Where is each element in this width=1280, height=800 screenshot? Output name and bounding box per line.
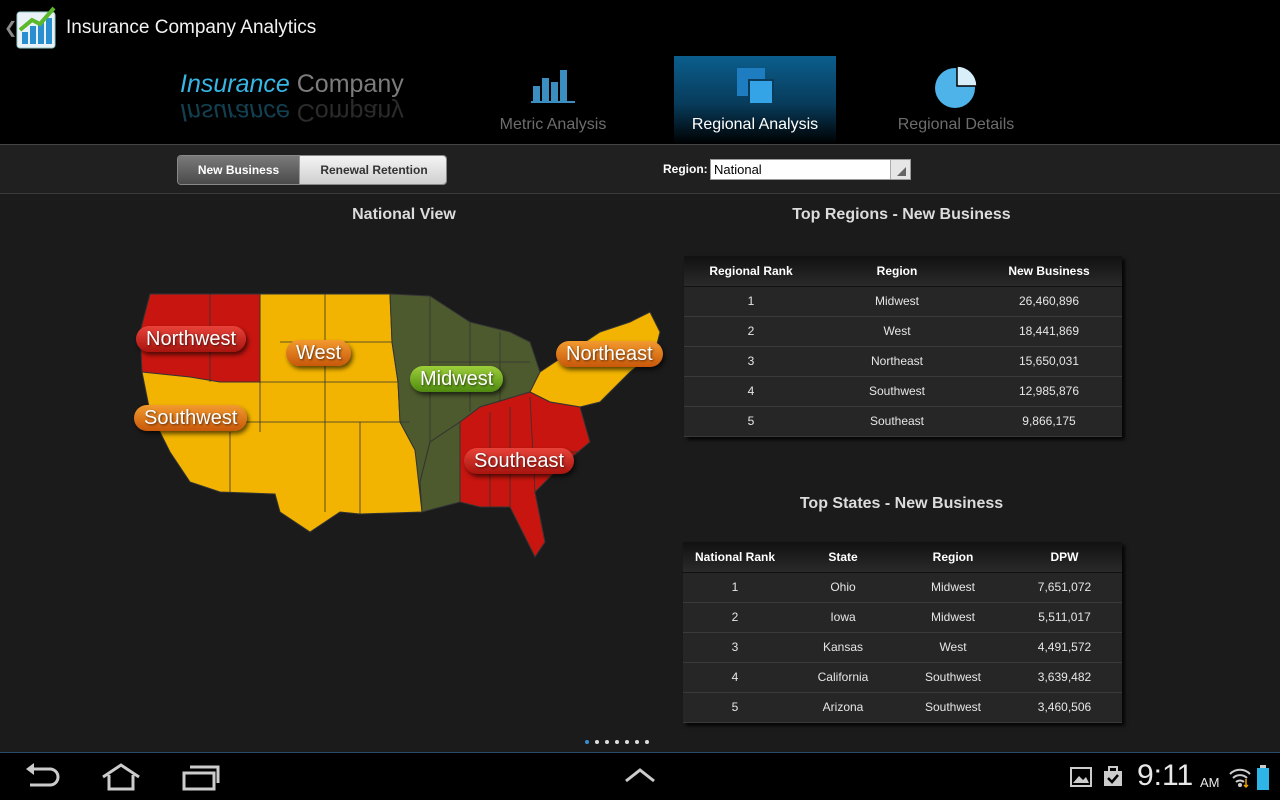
region-label-northeast[interactable]: Northeast bbox=[556, 341, 663, 367]
main-content: National View Northwest West Midwest Nor… bbox=[0, 194, 1280, 752]
region-label: Region: bbox=[663, 162, 708, 176]
top-regions-title: Top Regions - New Business bbox=[792, 206, 1011, 223]
table-row[interactable]: 3 Kansas West 4,491,572 bbox=[683, 631, 1122, 663]
page-dot[interactable] bbox=[605, 740, 609, 744]
gallery-notification-icon[interactable] bbox=[1070, 767, 1092, 787]
status-clock: 9:11 bbox=[1137, 759, 1194, 792]
status-ampm: AM bbox=[1200, 775, 1220, 790]
region-label-midwest[interactable]: Midwest bbox=[410, 366, 504, 392]
dropdown-arrow-icon[interactable] bbox=[890, 160, 910, 179]
system-bar: 9:11 AM bbox=[0, 752, 1280, 800]
recent-apps-icon[interactable] bbox=[182, 763, 220, 791]
app-title: Insurance Company Analytics bbox=[66, 17, 317, 38]
column-header: Regional Rank bbox=[684, 256, 818, 286]
company-logo: Insurance Company Insurance Company bbox=[180, 70, 410, 140]
top-states-table: National Rank State Region DPW 1 Ohio Midw… bbox=[683, 542, 1122, 723]
nav-header: Insurance Company Insurance Company Metr… bbox=[0, 56, 1280, 144]
table-row[interactable]: 3 Northeast 15,650,031 bbox=[684, 345, 1122, 377]
wifi-icon bbox=[1229, 768, 1251, 789]
back-icon[interactable] bbox=[22, 763, 62, 791]
region-dropdown[interactable]: National bbox=[710, 159, 911, 180]
region-label-northwest[interactable]: Northwest bbox=[136, 326, 247, 352]
action-bar: ❮ Insurance Company Analytics bbox=[0, 0, 1280, 56]
filter-toolbar: New Business Renewal Retention Region: N… bbox=[0, 144, 1280, 194]
region-label-southeast[interactable]: Southeast bbox=[464, 448, 575, 474]
top-regions-table: Regional Rank Region New Business 1 Midwe… bbox=[684, 256, 1122, 437]
map-area-southeast bbox=[459, 391, 591, 558]
region-label-southwest[interactable]: Southwest bbox=[134, 405, 248, 431]
top-states-title: Top States - New Business bbox=[799, 495, 1004, 512]
renewal-retention-segment[interactable]: Renewal Retention bbox=[300, 156, 446, 184]
task-done-icon[interactable] bbox=[1102, 765, 1124, 787]
region-dropdown-value: National bbox=[714, 162, 762, 177]
table-row[interactable]: 5 Southeast 9,866,175 bbox=[684, 405, 1122, 437]
pie-chart-icon bbox=[935, 65, 978, 108]
tab-metric-analysis[interactable]: Metric Analysis bbox=[472, 56, 634, 144]
tab-label: Metric Analysis bbox=[499, 116, 607, 133]
new-business-segment[interactable]: New Business bbox=[178, 156, 300, 184]
logo-word-company: Company bbox=[296, 70, 404, 98]
page-dot[interactable] bbox=[645, 740, 649, 744]
column-header: National Rank bbox=[683, 542, 787, 572]
page-dot[interactable] bbox=[625, 740, 629, 744]
map-title: National View bbox=[352, 206, 456, 223]
table-header-row: Regional Rank Region New Business bbox=[684, 256, 1122, 286]
tab-label: Regional Analysis bbox=[691, 116, 819, 133]
logo-reflection: Insurance Company bbox=[180, 98, 404, 126]
table-header-row: National Rank State Region DPW bbox=[683, 542, 1122, 572]
tab-label: Regional Details bbox=[897, 116, 1015, 133]
tab-regional-details[interactable]: Regional Details bbox=[875, 56, 1037, 144]
page-dot[interactable] bbox=[615, 740, 619, 744]
table-row[interactable]: 2 Iowa Midwest 5,511,017 bbox=[683, 601, 1122, 633]
battery-icon bbox=[1257, 765, 1269, 790]
column-header: State bbox=[787, 542, 899, 572]
page-dot[interactable] bbox=[585, 740, 589, 744]
region-label-west[interactable]: West bbox=[286, 340, 352, 366]
page-indicator[interactable] bbox=[585, 740, 649, 744]
up-caret-icon[interactable]: ❮ bbox=[4, 20, 18, 37]
app-chart-icon[interactable] bbox=[14, 4, 60, 50]
logo-word-insurance: Insurance bbox=[180, 70, 290, 98]
page-dot[interactable] bbox=[595, 740, 599, 744]
table-row[interactable]: 1 Midwest 26,460,896 bbox=[684, 285, 1122, 317]
home-icon[interactable] bbox=[100, 763, 142, 791]
us-region-map: Northwest West Midwest Northeast Southwe… bbox=[130, 282, 675, 582]
column-header: New Business bbox=[976, 256, 1122, 286]
tab-regional-analysis[interactable]: Regional Analysis bbox=[674, 56, 836, 144]
table-row[interactable]: 4 Southwest 12,985,876 bbox=[684, 375, 1122, 407]
table-row[interactable]: 2 West 18,441,869 bbox=[684, 315, 1122, 347]
column-header: DPW bbox=[1007, 542, 1122, 572]
table-row[interactable]: 5 Arizona Southwest 3,460,506 bbox=[683, 691, 1122, 723]
table-row[interactable]: 1 Ohio Midwest 7,651,072 bbox=[683, 571, 1122, 603]
column-header: Region bbox=[899, 542, 1007, 572]
column-header: Region bbox=[818, 256, 976, 286]
chevron-up-icon[interactable] bbox=[624, 767, 656, 783]
bar-chart-icon bbox=[531, 70, 575, 103]
region-squares-icon bbox=[737, 68, 774, 105]
page-dot[interactable] bbox=[635, 740, 639, 744]
segmented-control: New Business Renewal Retention bbox=[177, 155, 447, 185]
table-row[interactable]: 4 California Southwest 3,639,482 bbox=[683, 661, 1122, 693]
